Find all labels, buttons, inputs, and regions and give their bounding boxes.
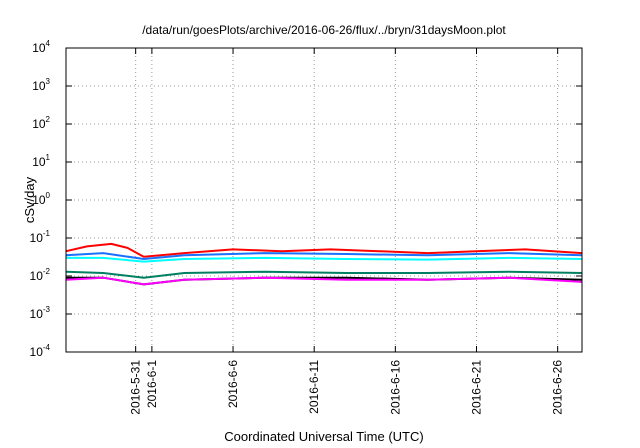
series-line-1 (65, 242, 583, 258)
y-tick-label: 10-1 (30, 229, 51, 245)
y-tick-label: 102 (32, 115, 50, 131)
y-tick-label: 103 (32, 77, 50, 93)
y-tick-label: 104 (32, 39, 50, 55)
y-tick-labels: 10-4 10-3 10-2 10-1 100 101 102 103 104 (30, 39, 51, 359)
x-tick-labels: 2016-5-31 2016-6-1 2016-6-6 2016-6-11 2016-6… (129, 360, 565, 415)
x-tick-label: 2016-6-11 (307, 360, 321, 414)
x-tick-label: 2016-6-6 (226, 360, 240, 408)
plot-frame (65, 47, 583, 353)
series-line-6 (65, 276, 583, 286)
y-tick-label: 10-3 (30, 305, 51, 321)
x-tick-label: 2016-6-26 (551, 360, 565, 415)
y-tick-label: 10-4 (30, 343, 51, 359)
x-tick-label: 2016-6-1 (145, 360, 159, 408)
x-tick-label: 2016-5-31 (129, 360, 143, 415)
y-tick-label: 100 (32, 191, 50, 207)
x-tick-label: 2016-6-16 (388, 360, 402, 415)
y-tick-label: 10-2 (30, 267, 51, 283)
series-line-2 (66, 256, 583, 263)
series-lines (65, 242, 583, 286)
axis-ticks (66, 47, 582, 353)
y-axis-label: cSv/day (22, 176, 37, 223)
series-line-4 (65, 270, 583, 279)
chart-title: /data/run/goesPlots/archive/2016-06-26/f… (142, 23, 506, 37)
y-tick-label: 101 (32, 153, 50, 169)
grid (66, 48, 582, 352)
x-tick-label: 2016-6-21 (470, 360, 484, 415)
series-line-3 (65, 252, 583, 260)
x-axis-label: Coordinated Universal Time (UTC) (224, 429, 423, 444)
